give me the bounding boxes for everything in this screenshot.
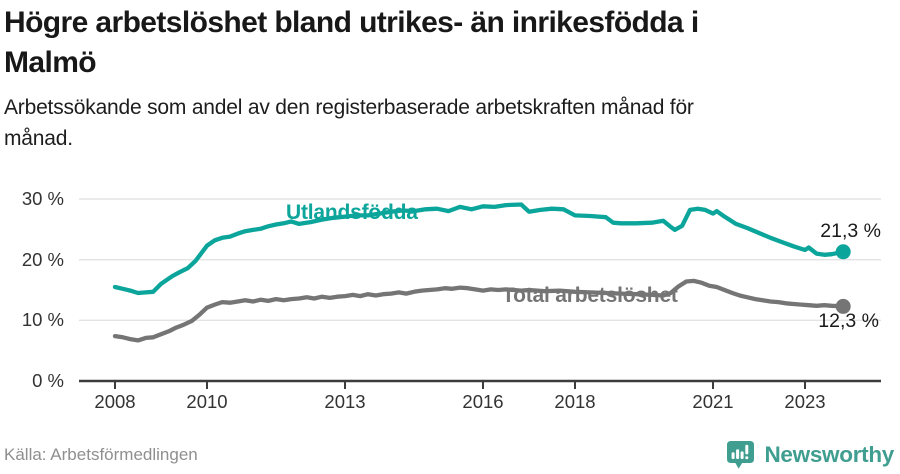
logo-bar-3 <box>741 451 745 459</box>
end-value-total: 12,3 % <box>818 310 879 332</box>
brand-name: Newsworthy <box>764 442 894 467</box>
series-label-total: Total arbetslöshet <box>502 284 678 307</box>
logo-bar-2 <box>736 449 740 459</box>
x-tick-2013: 2013 <box>324 391 366 412</box>
y-tick-10: 10 % <box>21 309 64 331</box>
newsworthy-logo: Newsworthy <box>726 440 894 470</box>
series-layer <box>112 202 851 343</box>
gridlines <box>79 198 881 321</box>
end-value-utlandsfodda: 21,3 % <box>820 220 881 242</box>
title-line-1: Högre arbetslöshet bland utrikes- än inr… <box>4 6 699 39</box>
y-tick-20: 20 % <box>21 248 64 270</box>
logo-exclamation-bar <box>745 444 749 455</box>
subtitle-line-2: månad. <box>4 127 73 150</box>
y-tick-30: 30 % <box>21 188 64 209</box>
series-line-total <box>112 278 846 343</box>
y-tick-0: 0 % <box>32 370 64 391</box>
x-axis <box>79 379 881 389</box>
logo-exclamation-dot <box>745 456 749 460</box>
x-tick-2016: 2016 <box>462 391 504 412</box>
x-tick-2010: 2010 <box>186 391 228 412</box>
x-tick-2018: 2018 <box>554 391 596 412</box>
page-title: Högre arbetslöshet bland utrikes- än inr… <box>4 3 896 83</box>
title-line-2: Malmö <box>4 46 97 79</box>
series-end-dot-utlandsfodda <box>835 244 851 260</box>
series-label-utlandsfodda: Utlandsfödda <box>286 201 418 224</box>
newsworthy-bubble-icon <box>727 441 755 469</box>
logo-bar-1 <box>732 452 736 459</box>
x-tick-2023: 2023 <box>784 391 826 412</box>
subtitle-line-1: Arbetssökande som andel av den registerb… <box>4 96 694 119</box>
x-tick-2021: 2021 <box>692 391 734 412</box>
series-end-dot-total <box>835 298 851 314</box>
chart-subtitle: Arbetssökande som andel av den registerb… <box>4 92 896 154</box>
series-line-utlandsfodda <box>112 202 846 296</box>
x-tick-2008: 2008 <box>94 391 136 412</box>
source-credit: Källa: Arbetsförmedlingen <box>4 445 198 464</box>
